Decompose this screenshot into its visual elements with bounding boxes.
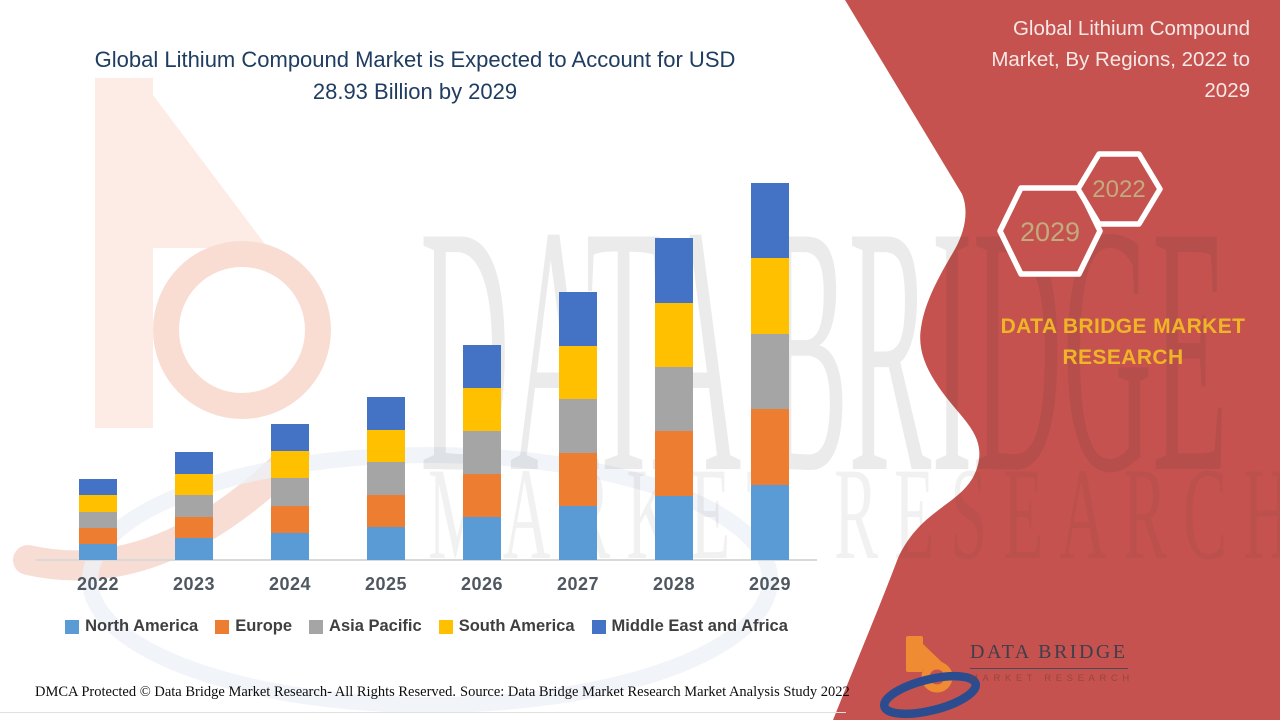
chart-bar-2024 <box>271 423 309 560</box>
legend-swatch <box>309 619 324 634</box>
dbmr-logo-icon <box>879 636 981 719</box>
bar-segment <box>655 366 693 432</box>
bottom-divider <box>0 712 846 713</box>
chart-bar-2023 <box>175 451 213 560</box>
bar-segment <box>367 397 405 430</box>
footer-dmca-text: DMCA Protected © Data Bridge Market Rese… <box>35 684 456 700</box>
dbmr-logo-title: DATA BRIDGE <box>970 641 1128 669</box>
chart-bar-2022 <box>79 479 117 560</box>
bar-segment <box>175 473 213 496</box>
chart-bar-2027 <box>559 292 597 560</box>
x-axis-label: 2022 <box>76 574 120 594</box>
bar-segment <box>655 302 693 367</box>
bar-segment <box>559 452 597 507</box>
bar-segment <box>79 479 117 496</box>
bar-segment <box>367 494 405 528</box>
bar-segment <box>367 527 405 560</box>
bar-segment <box>559 292 597 346</box>
bar-segment <box>175 516 213 539</box>
page-title: Global Lithium Compound Market is Expect… <box>94 47 736 104</box>
legend-item: Europe <box>215 617 292 636</box>
x-axis-line <box>36 559 817 561</box>
bar-segment <box>79 511 117 528</box>
footer-source-text: Source: Data Bridge Market Research Mark… <box>460 684 850 700</box>
x-axis-label: 2024 <box>268 574 312 594</box>
hexagon-label-2022: 2022 <box>1092 176 1145 203</box>
bar-segment <box>655 431 693 496</box>
chart-bar-2028 <box>655 238 693 560</box>
bar-segment <box>751 182 789 259</box>
legend-label: North America <box>85 617 199 635</box>
bar-segment <box>79 495 117 512</box>
legend-swatch <box>65 619 80 634</box>
x-axis-label: 2025 <box>364 574 408 594</box>
bar-segment <box>79 543 117 560</box>
bar-segment <box>271 505 309 533</box>
legend: North America Europe Asia Pacific South Ame… <box>36 617 817 636</box>
bar-segment <box>271 423 309 452</box>
legend-swatch <box>438 619 453 634</box>
bar-segment <box>367 429 405 463</box>
legend-item: North America <box>65 617 198 636</box>
bar-segment <box>559 506 597 560</box>
bar-segment <box>559 399 597 453</box>
bar-segment <box>367 462 405 495</box>
dbmr-logo: DATA BRIDGE MARKET RESEARCH <box>970 641 1134 684</box>
bar-segment <box>175 495 213 517</box>
legend-label: Middle East and Africa <box>611 617 788 635</box>
x-axis-label: 2028 <box>652 574 696 594</box>
bar-segment <box>655 495 693 560</box>
x-axis-label: 2027 <box>556 574 600 594</box>
dbmr-logo-subtitle: MARKET RESEARCH <box>970 673 1134 684</box>
bar-segment <box>463 431 501 475</box>
x-axis-label: 2023 <box>172 574 216 594</box>
watermark-logo-icon <box>13 78 778 713</box>
legend-swatch <box>591 619 606 634</box>
legend-item: Middle East and Africa <box>591 617 788 636</box>
chart-bar-2026 <box>463 345 501 560</box>
bar-segment <box>655 238 693 303</box>
bar-segment <box>463 474 501 518</box>
hexagon-badge-2029: 2029 <box>997 185 1103 277</box>
hexagon-badge-2022: 2022 <box>1075 151 1163 227</box>
bar-segment <box>271 451 309 479</box>
bar-segment <box>751 409 789 485</box>
brand-wordmark: DATA BRIDGE MARKET RESEARCH <box>1000 315 1246 369</box>
bar-segment <box>175 538 213 560</box>
bar-segment <box>463 345 501 389</box>
legend-item: Asia Pacific <box>309 617 422 636</box>
bar-segment <box>463 517 501 560</box>
side-panel-heading: Global Lithium Compound Market, By Regio… <box>991 17 1250 102</box>
chart-bar-2025 <box>367 397 405 560</box>
hexagon-label-2029: 2029 <box>1020 217 1080 247</box>
bar-segment <box>175 451 213 474</box>
x-axis-label: 2029 <box>748 574 792 594</box>
bar-segment <box>751 333 789 410</box>
legend-swatch <box>215 619 230 634</box>
bar-segment <box>751 484 789 560</box>
chart-bar-2029 <box>751 182 789 560</box>
hexagon-badges: 2029 2022 <box>997 151 1163 277</box>
bar-segment <box>463 388 501 432</box>
bar-segment <box>751 258 789 334</box>
x-axis-label: 2026 <box>460 574 504 594</box>
legend-label: South America <box>458 617 575 635</box>
bar-segment <box>79 527 117 544</box>
legend-label: Asia Pacific <box>329 617 422 635</box>
bar-segment <box>271 532 309 560</box>
bar-segment <box>271 478 309 506</box>
legend-item: South America <box>438 617 575 636</box>
bar-segment <box>559 345 597 400</box>
legend-label: Europe <box>235 617 293 635</box>
